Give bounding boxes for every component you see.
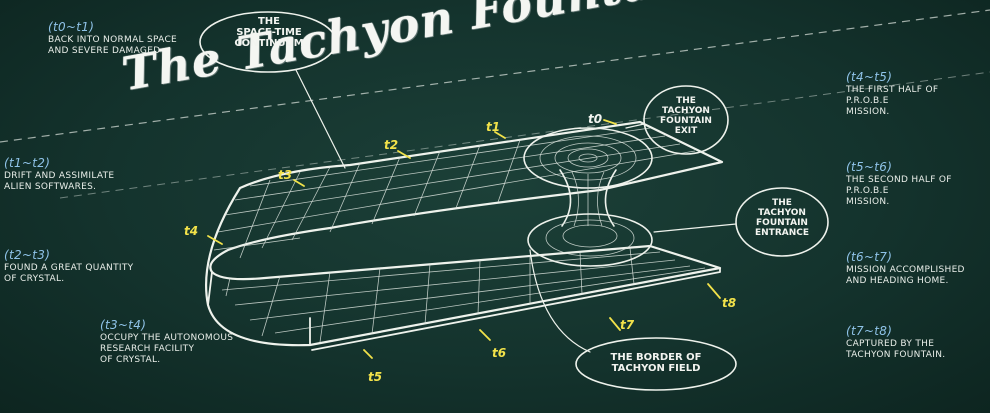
exit-bubble xyxy=(643,85,729,155)
entrance-pointer xyxy=(653,223,737,233)
note-t0-t1: (t0~t1) BACK INTO NORMAL SPACE AND SEVER… xyxy=(48,20,198,57)
border-pointer xyxy=(529,249,591,353)
tachyon-field-border-label: THE BORDER OF TACHYON FIELD xyxy=(610,352,702,374)
fountain-exit-label: THE TACHYON FOUNTAIN EXIT xyxy=(660,96,712,136)
note-text: MISSION ACCOMPLISHED AND HEADING HOME. xyxy=(846,265,965,286)
note-range: (t0~t1) xyxy=(48,20,95,34)
note-range: (t2~t3) xyxy=(4,248,51,262)
space-time-pointer xyxy=(295,69,346,169)
note-range: (t6~t7) xyxy=(846,250,893,264)
note-t4-t5: (t4~t5) THE FIRST HALF OF P.R.O.B.E MISS… xyxy=(846,70,986,118)
note-range: (t5~t6) xyxy=(846,160,893,174)
note-t7-t8: (t7~t8) CAPTURED BY THE TACHYON FOUNTAIN… xyxy=(846,324,986,361)
time-label-t4: t4 xyxy=(184,224,199,238)
dashed-guide-line-top xyxy=(0,9,990,143)
note-text: THE FIRST HALF OF P.R.O.B.E MISSION. xyxy=(846,85,939,117)
space-time-bubble xyxy=(199,11,337,73)
exit-pointer xyxy=(625,123,645,129)
note-range: (t3~t4) xyxy=(100,318,147,332)
note-range: (t7~t8) xyxy=(846,324,893,338)
time-label-t3: t3 xyxy=(278,168,293,182)
fountain-entrance-ring xyxy=(527,213,653,267)
note-t5-t6: (t5~t6) THE SECOND HALF OF P.R.O.B.E MIS… xyxy=(846,160,986,208)
time-label-t6: t6 xyxy=(492,346,507,360)
track-grid xyxy=(213,127,706,343)
track-top-surface xyxy=(205,120,724,347)
fountain-entrance-label: THE TACHYON FOUNTAIN ENTRANCE xyxy=(755,198,809,238)
time-label-t5: t5 xyxy=(368,370,383,384)
entrance-bubble xyxy=(735,187,829,257)
time-label-t8: t8 xyxy=(722,296,737,310)
note-t3-t4: (t3~t4) OCCUPY THE AUTONOMOUS RESEARCH F… xyxy=(100,318,270,366)
dashed-guide-line-bottom xyxy=(59,71,990,199)
note-text: FOUND A GREAT QUANTITY OF CRYSTAL. xyxy=(4,263,134,284)
fountain-throat xyxy=(559,169,617,227)
time-label-t0: t0 xyxy=(588,112,603,126)
note-t2-t3: (t2~t3) FOUND A GREAT QUANTITY OF CRYSTA… xyxy=(4,248,174,285)
time-label-t1: t1 xyxy=(486,120,501,134)
note-text: OCCUPY THE AUTONOMOUS RESEARCH FACILITY … xyxy=(100,333,234,365)
time-label-t7: t7 xyxy=(620,318,635,332)
tachyon-fountain xyxy=(523,127,653,267)
note-text: BACK INTO NORMAL SPACE AND SEVERE DAMAGE… xyxy=(48,35,178,56)
time-marker-arrows xyxy=(207,119,721,359)
note-range: (t4~t5) xyxy=(846,70,893,84)
note-text: CAPTURED BY THE TACHYON FOUNTAIN. xyxy=(846,339,946,360)
track-side-wall xyxy=(207,267,721,351)
time-label-t2: t2 xyxy=(384,138,399,152)
note-t6-t7: (t6~t7) MISSION ACCOMPLISHED AND HEADING… xyxy=(846,250,986,287)
note-text: DRIFT AND ASSIMILATE ALIEN SOFTWARES. xyxy=(4,171,115,192)
note-t1-t2: (t1~t2) DRIFT AND ASSIMILATE ALIEN SOFTW… xyxy=(4,156,174,193)
note-range: (t1~t2) xyxy=(4,156,51,170)
border-bubble xyxy=(575,337,737,391)
space-time-continuum-label: THE SPACE-TIME CONTINUUM xyxy=(234,16,304,49)
note-text: THE SECOND HALF OF P.R.O.B.E MISSION. xyxy=(846,175,952,207)
